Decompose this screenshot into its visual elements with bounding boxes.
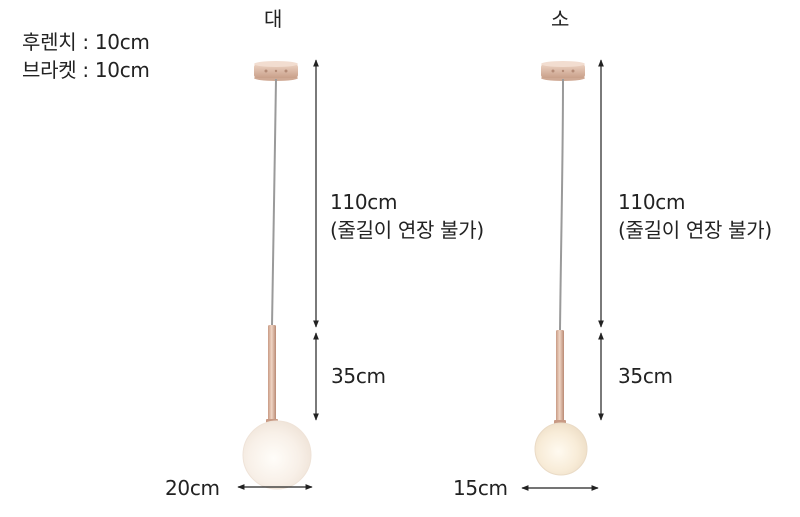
small-stem-length-label: 35cm xyxy=(618,364,673,388)
large-shade-width-label: 20cm xyxy=(165,476,220,500)
large-stem-length-label: 35cm xyxy=(331,364,386,388)
large-cord xyxy=(271,78,277,327)
canopy-size-label: 후렌치 : 10cm xyxy=(22,30,150,54)
large-cord-note-label: (줄길이 연장 불가) xyxy=(330,218,484,242)
small-cord-length-label: 110cm xyxy=(618,190,686,214)
small-shade-width-label: 15cm xyxy=(453,476,508,500)
large-pendant-lamp xyxy=(242,61,312,490)
bracket-size-label: 브라켓 : 10cm xyxy=(22,58,150,82)
small-canopy xyxy=(541,61,585,81)
large-canopy xyxy=(254,61,298,81)
small-stem xyxy=(556,330,564,424)
small-cord xyxy=(559,78,564,331)
large-size-title: 대 xyxy=(264,7,283,31)
small-size-title: 소 xyxy=(551,7,570,31)
large-globe-shade xyxy=(242,420,312,490)
large-stem xyxy=(268,325,276,423)
small-pendant-lamp xyxy=(534,61,588,476)
small-globe-shade xyxy=(534,422,588,476)
large-dimension-lines xyxy=(237,59,319,490)
large-cord-length-label: 110cm xyxy=(330,190,398,214)
small-cord-note-label: (줄길이 연장 불가) xyxy=(618,218,772,242)
small-dimension-lines xyxy=(521,59,604,491)
